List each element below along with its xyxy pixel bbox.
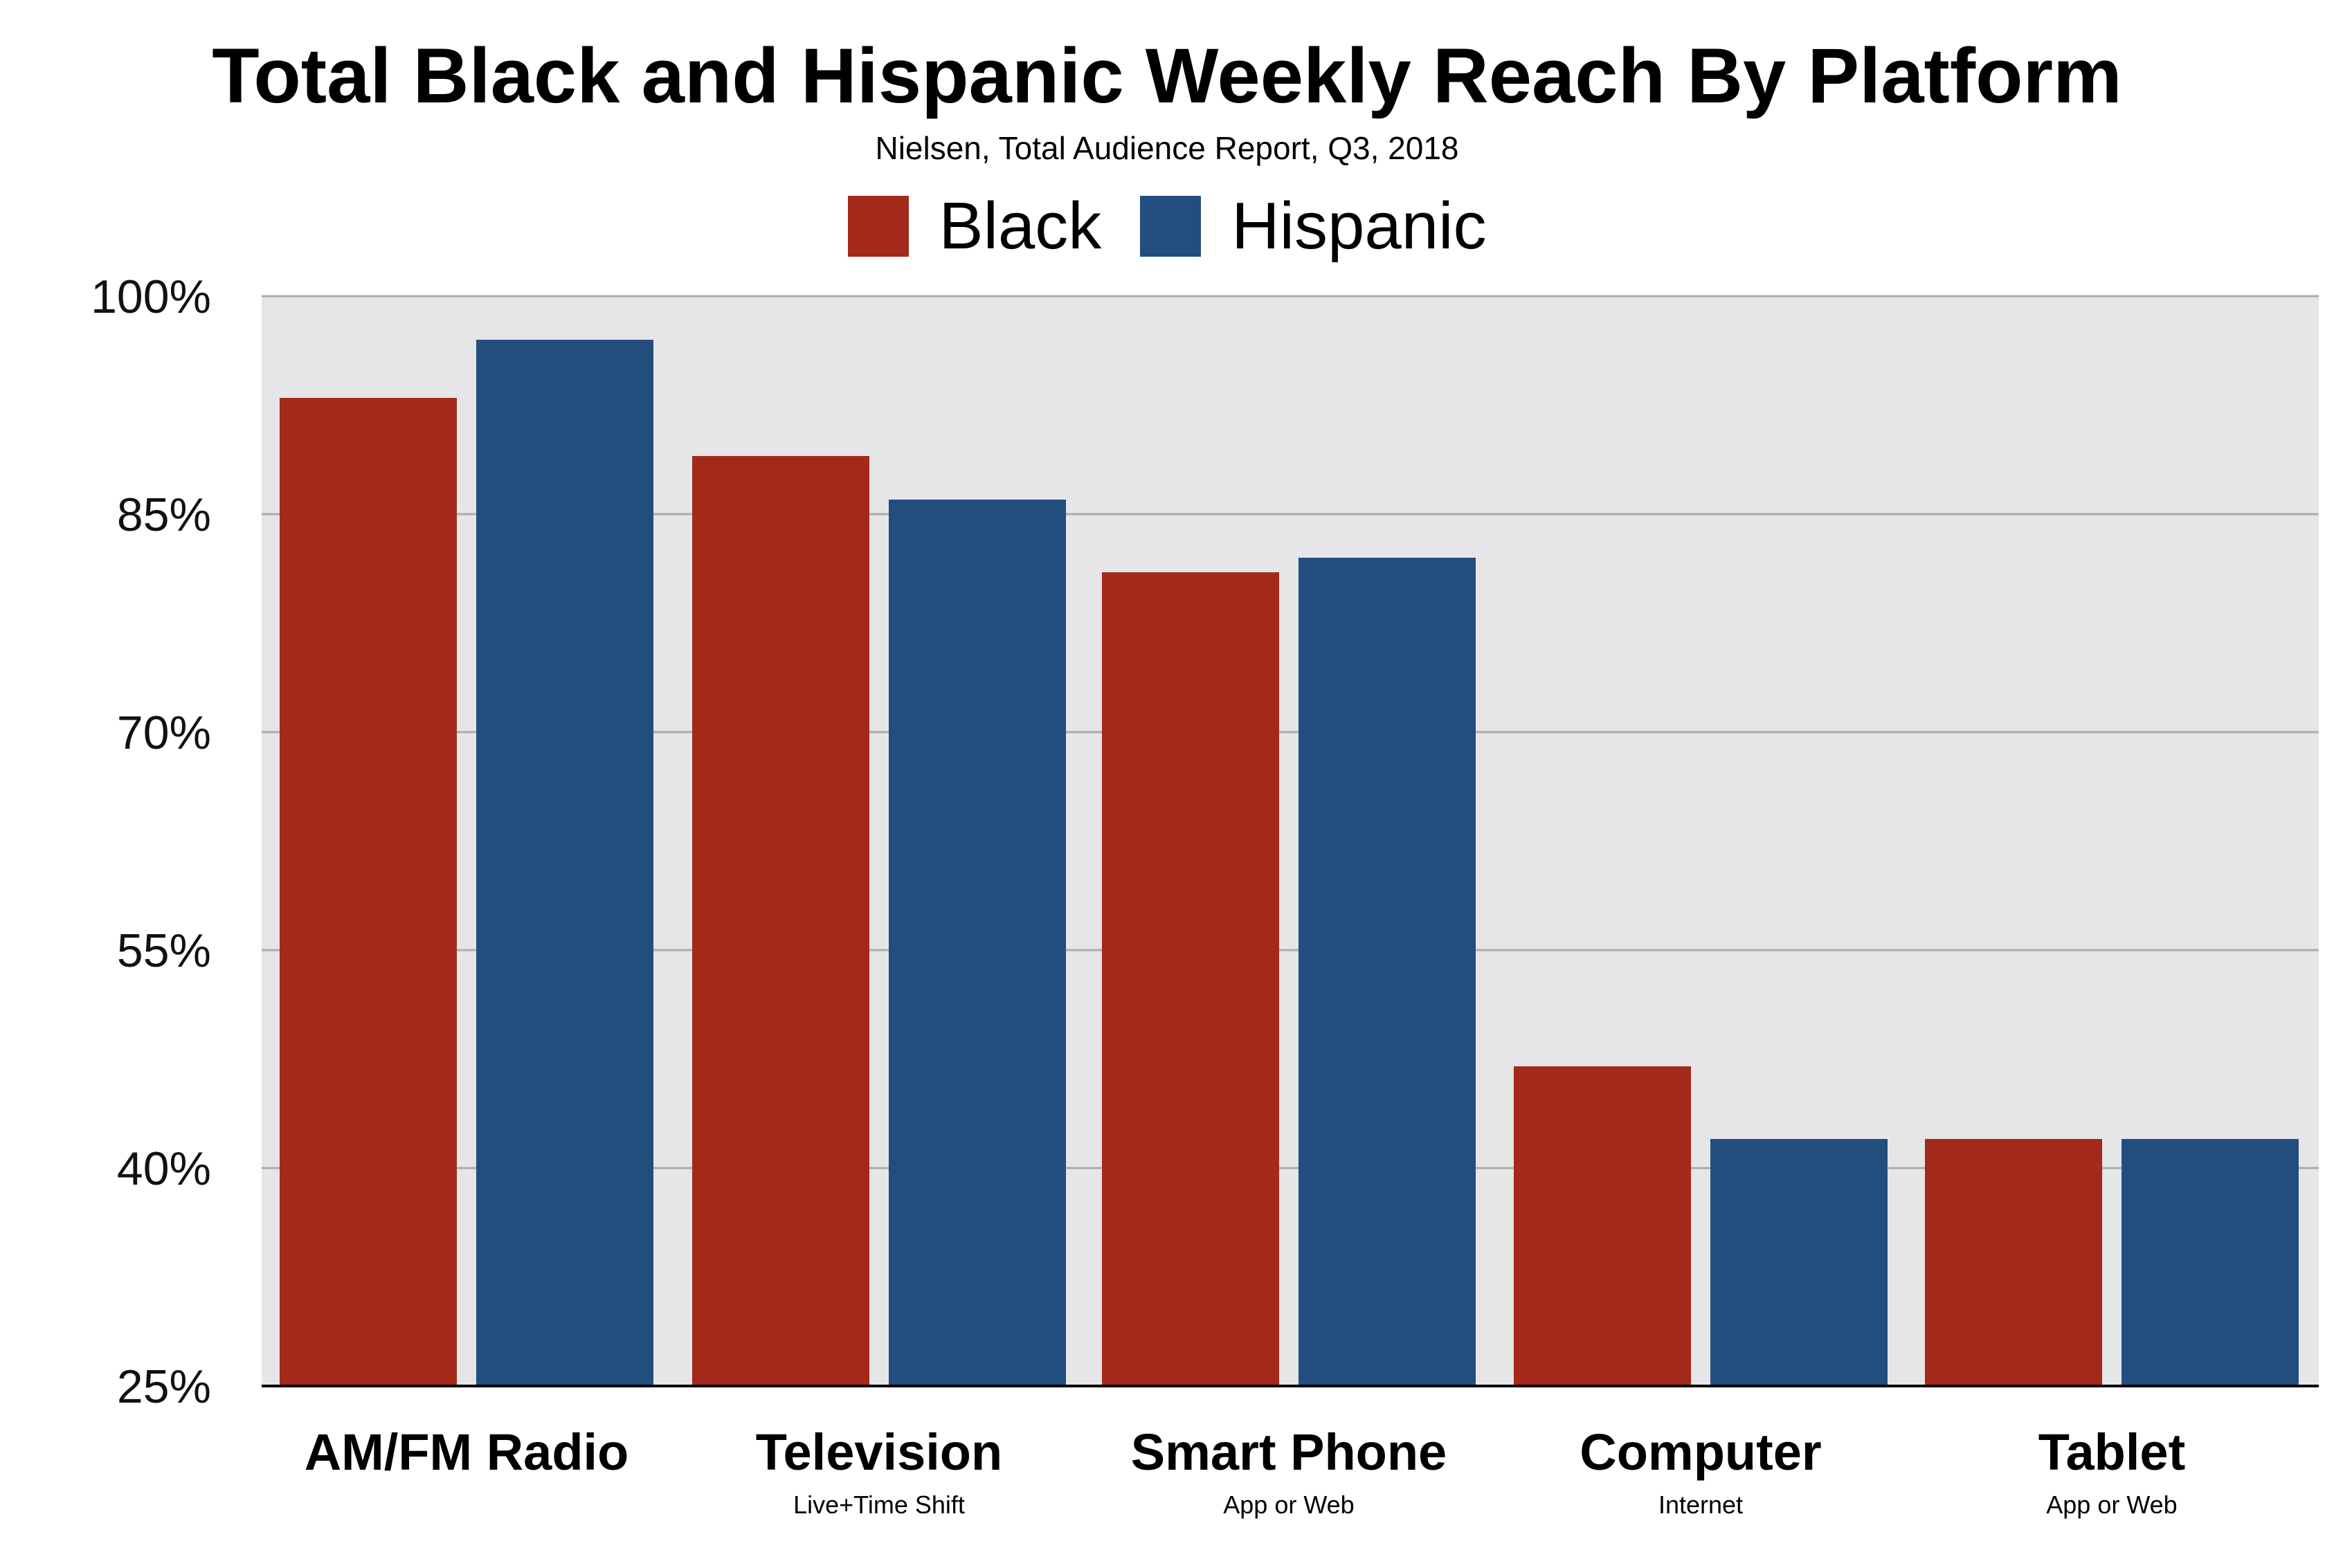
chart-subtitle: Nielsen, Total Audience Report, Q3, 2018: [875, 130, 1459, 166]
bar-hispanic-3: [1710, 1139, 1888, 1386]
legend-label-black: Black: [939, 189, 1102, 263]
legend-item-black: Black: [847, 188, 1102, 264]
bar-black-3: [1514, 1066, 1691, 1386]
x-category-label: Smart Phone: [1131, 1423, 1447, 1481]
bar-black-1: [692, 456, 869, 1386]
x-category-sublabel: Live+Time Shift: [793, 1490, 965, 1519]
bar-hispanic-4: [2122, 1139, 2299, 1386]
y-tick-label: 85%: [117, 489, 211, 541]
y-tick-label: 55%: [117, 924, 211, 977]
x-category-sublabel: App or Web: [2046, 1490, 2177, 1519]
legend-swatch-black: [847, 196, 909, 257]
bar-hispanic-1: [889, 500, 1066, 1386]
chart-title: Total Black and Hispanic Weekly Reach By…: [212, 33, 2122, 119]
bar-black-4: [1925, 1139, 2102, 1386]
y-tick-label: 25%: [117, 1360, 211, 1413]
y-tick-label: 100%: [91, 271, 211, 323]
x-category-sublabel: App or Web: [1223, 1490, 1354, 1519]
bar-black-2: [1102, 572, 1279, 1386]
x-category-label: AM/FM Radio: [305, 1423, 629, 1481]
x-category-sublabel: Internet: [1658, 1490, 1743, 1519]
legend-label-hispanic: Hispanic: [1231, 189, 1487, 263]
bar-black-0: [280, 398, 457, 1386]
legend-item-hispanic: Hispanic: [1140, 188, 1486, 264]
y-tick-label: 70%: [117, 706, 211, 759]
y-tick-label: 40%: [117, 1142, 211, 1195]
x-category-label: Television: [756, 1423, 1002, 1481]
x-category-label: Computer: [1580, 1423, 1821, 1481]
x-category-label: Tablet: [2038, 1423, 2185, 1481]
bar-hispanic-0: [476, 340, 653, 1386]
bar-hispanic-2: [1299, 558, 1476, 1386]
legend: Black Hispanic: [0, 188, 2334, 264]
legend-swatch-hispanic: [1140, 196, 1202, 257]
